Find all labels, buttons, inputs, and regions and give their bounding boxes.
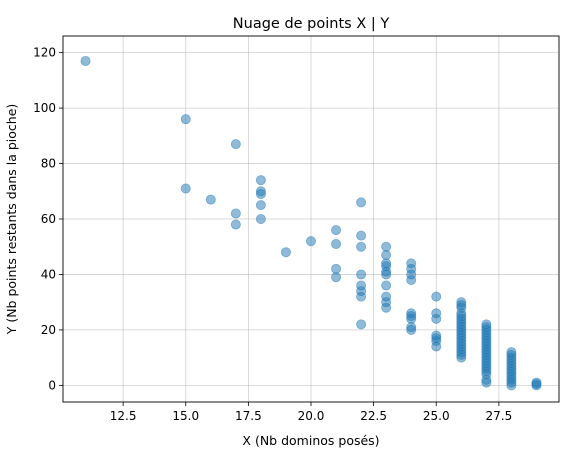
x-tick-label: 25.0	[423, 409, 450, 423]
data-point	[230, 139, 241, 150]
data-point	[255, 189, 266, 200]
data-point	[506, 380, 517, 391]
data-point	[255, 200, 266, 211]
data-point	[531, 380, 542, 391]
data-points	[80, 55, 542, 391]
y-tick-label: 100	[33, 101, 56, 115]
data-point	[80, 55, 91, 66]
data-point	[431, 313, 442, 324]
data-point	[331, 225, 342, 236]
x-tick-label: 15.0	[172, 409, 199, 423]
data-point	[381, 269, 392, 280]
x-tick-label: 17.5	[235, 409, 262, 423]
data-point	[406, 324, 417, 335]
data-point	[230, 219, 241, 230]
data-point	[381, 241, 392, 252]
data-point	[255, 213, 266, 224]
data-point	[381, 280, 392, 291]
data-point	[431, 341, 442, 352]
data-point	[230, 208, 241, 219]
data-point	[456, 352, 467, 363]
data-point	[481, 377, 492, 388]
y-axis: 0 20 40 60 80 100 120	[33, 46, 63, 392]
y-tick-label: 60	[41, 212, 56, 226]
y-axis-label: Y (Nb points restants dans la pioche)	[4, 104, 19, 336]
data-point	[280, 247, 291, 258]
data-point	[180, 183, 191, 194]
data-point	[406, 274, 417, 285]
y-tick-label: 0	[48, 378, 56, 392]
data-point	[406, 313, 417, 324]
y-tick-label: 80	[41, 157, 56, 171]
y-tick-label: 40	[41, 267, 56, 281]
data-point	[356, 269, 367, 280]
chart-title: Nuage de points X | Y	[233, 16, 390, 32]
data-point	[381, 302, 392, 313]
data-point	[205, 194, 216, 205]
grid	[63, 36, 559, 402]
data-point	[331, 272, 342, 283]
x-tick-label: 27.5	[486, 409, 513, 423]
y-tick-label: 120	[33, 46, 56, 60]
data-point	[331, 263, 342, 274]
data-point	[356, 230, 367, 241]
data-point	[305, 236, 316, 247]
data-point	[331, 238, 342, 249]
data-point	[356, 241, 367, 252]
y-tick-label: 20	[41, 323, 56, 337]
data-point	[356, 197, 367, 208]
x-tick-label: 12.5	[110, 409, 137, 423]
data-point	[255, 175, 266, 186]
data-point	[180, 114, 191, 125]
data-point	[356, 291, 367, 302]
x-axis: 12.5 15.0 17.5 20.0 22.5 25.0 27.5	[110, 402, 512, 423]
data-point	[381, 250, 392, 261]
x-tick-label: 22.5	[360, 409, 387, 423]
x-tick-label: 20.0	[298, 409, 325, 423]
x-axis-label: X (Nb dominos posés)	[242, 433, 379, 448]
data-point	[356, 319, 367, 330]
data-point	[431, 291, 442, 302]
